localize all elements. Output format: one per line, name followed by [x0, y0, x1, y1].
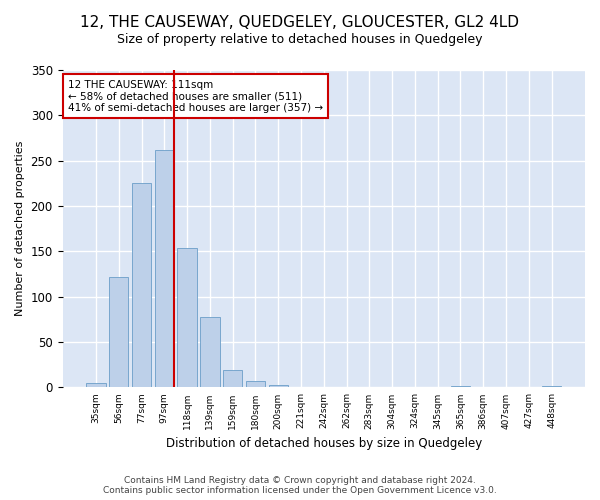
- Bar: [86, 383, 106, 388]
- Text: 12, THE CAUSEWAY, QUEDGELEY, GLOUCESTER, GL2 4LD: 12, THE CAUSEWAY, QUEDGELEY, GLOUCESTER,…: [80, 15, 520, 30]
- Bar: [223, 370, 242, 388]
- Text: 12 THE CAUSEWAY: 111sqm
← 58% of detached houses are smaller (511)
41% of semi-d: 12 THE CAUSEWAY: 111sqm ← 58% of detache…: [68, 80, 323, 112]
- Bar: [246, 381, 265, 388]
- Text: Size of property relative to detached houses in Quedgeley: Size of property relative to detached ho…: [117, 32, 483, 46]
- Bar: [542, 386, 561, 388]
- Bar: [200, 316, 220, 388]
- Bar: [269, 384, 288, 388]
- X-axis label: Distribution of detached houses by size in Quedgeley: Distribution of detached houses by size …: [166, 437, 482, 450]
- Y-axis label: Number of detached properties: Number of detached properties: [15, 141, 25, 316]
- Bar: [451, 386, 470, 388]
- Text: Contains HM Land Registry data © Crown copyright and database right 2024.
Contai: Contains HM Land Registry data © Crown c…: [103, 476, 497, 495]
- Bar: [132, 184, 151, 388]
- Bar: [178, 248, 197, 388]
- Bar: [155, 150, 174, 388]
- Bar: [109, 277, 128, 388]
- Bar: [292, 386, 311, 388]
